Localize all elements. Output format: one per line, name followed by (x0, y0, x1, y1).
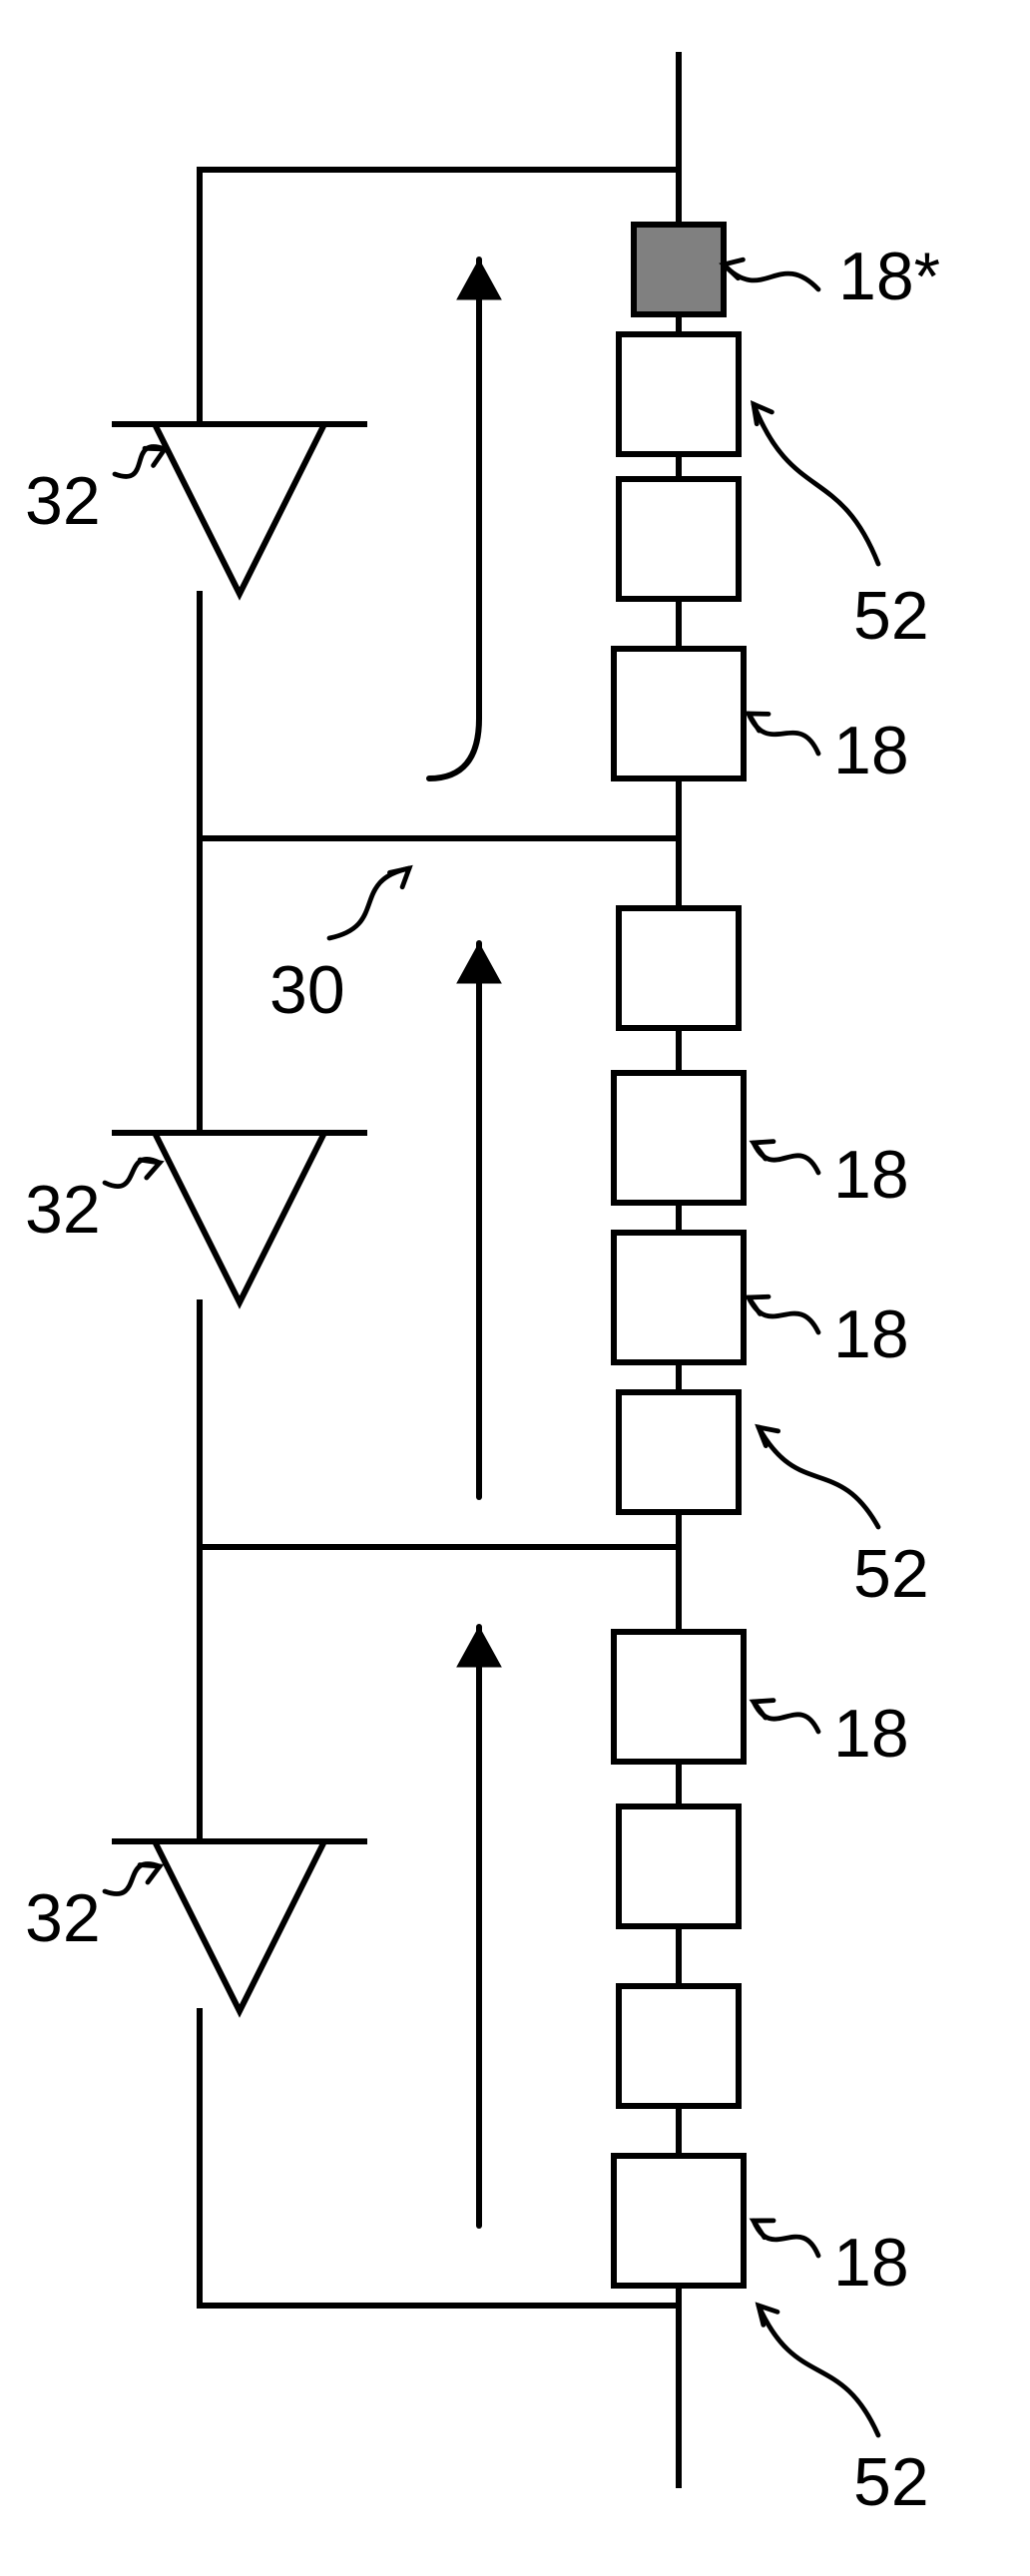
lbl-32-c: 32 (25, 1880, 101, 1956)
module (614, 1073, 744, 1203)
lbl-18-e: 18 (833, 2225, 909, 2301)
lbl-30: 30 (269, 952, 345, 1028)
thyristor-icon (155, 424, 324, 594)
lbl-18-b: 18 (833, 1137, 909, 1213)
label-pointer (759, 1427, 878, 1527)
lbl-32-a: 32 (25, 463, 101, 539)
lbl-18-a: 18 (833, 713, 909, 788)
lbl-18-d: 18 (833, 1696, 909, 1772)
module-faulted (634, 225, 724, 314)
lbl-52-bot: 52 (853, 2444, 929, 2520)
lbl-18-c: 18 (833, 1296, 909, 1372)
module (619, 479, 739, 599)
module (614, 1233, 744, 1362)
label-pointer (329, 868, 409, 938)
current-arrow (429, 259, 479, 778)
module (619, 1392, 739, 1512)
module (619, 908, 739, 1028)
lbl-52-top: 52 (853, 578, 929, 654)
thyristor-icon (155, 1133, 324, 1302)
module (619, 1806, 739, 1926)
label-pointer (759, 2306, 878, 2435)
lbl-52-mid: 52 (853, 1536, 929, 1612)
lbl-18-star: 18* (838, 239, 940, 314)
label-pointer (749, 714, 818, 754)
module (619, 1986, 739, 2106)
lbl-32-b: 32 (25, 1172, 101, 1248)
module (614, 2156, 744, 2286)
module (619, 334, 739, 454)
label-pointer (754, 404, 878, 564)
thyristor-icon (155, 1841, 324, 2011)
module (614, 1632, 744, 1762)
module (614, 649, 744, 778)
